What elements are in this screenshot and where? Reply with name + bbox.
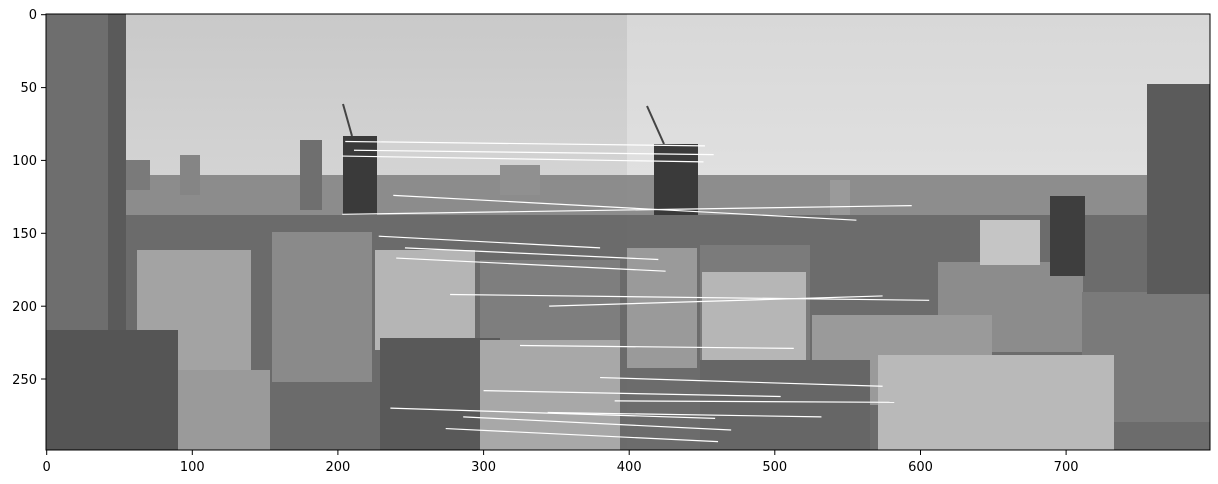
match-line bbox=[342, 155, 704, 163]
match-line bbox=[345, 140, 705, 147]
match-line bbox=[445, 427, 719, 443]
x-axis: 0 100 200 300 400 500 600 700 bbox=[43, 450, 1079, 475]
match-line bbox=[519, 344, 794, 349]
x-tick-500: 500 bbox=[762, 450, 787, 475]
x-tick-label: 100 bbox=[180, 460, 205, 475]
y-tick-label: 250 bbox=[12, 373, 37, 388]
match-line bbox=[396, 257, 666, 272]
y-tick-100: 100 bbox=[12, 154, 46, 169]
y-tick-200: 200 bbox=[12, 300, 46, 315]
y-tick-150: 150 bbox=[12, 227, 46, 242]
match-line bbox=[614, 400, 895, 403]
x-tick-300: 300 bbox=[471, 450, 496, 475]
match-line bbox=[404, 247, 659, 261]
y-tick-0: 0 bbox=[29, 8, 46, 23]
x-tick-label: 200 bbox=[325, 460, 350, 475]
match-line bbox=[463, 416, 732, 431]
x-tick-label: 300 bbox=[471, 460, 496, 475]
x-tick-700: 700 bbox=[1054, 450, 1079, 475]
x-tick-label: 400 bbox=[617, 460, 642, 475]
y-tick-250: 250 bbox=[12, 373, 46, 388]
match-line bbox=[353, 149, 714, 156]
match-line bbox=[600, 376, 883, 387]
y-tick-label: 100 bbox=[12, 154, 37, 169]
match-line bbox=[549, 295, 883, 307]
y-tick-label: 50 bbox=[20, 81, 37, 96]
y-tick-50: 50 bbox=[20, 81, 46, 96]
x-tick-600: 600 bbox=[908, 450, 933, 475]
photo-pair bbox=[46, 14, 1210, 450]
x-tick-200: 200 bbox=[325, 450, 350, 475]
x-tick-label: 500 bbox=[762, 460, 787, 475]
x-tick-100: 100 bbox=[180, 450, 205, 475]
match-line bbox=[483, 390, 781, 398]
match-line bbox=[342, 204, 912, 215]
x-tick-label: 700 bbox=[1054, 460, 1079, 475]
y-axis: 0 50 100 150 200 250 bbox=[12, 8, 46, 388]
y-tick-label: 200 bbox=[12, 300, 37, 315]
match-line bbox=[547, 411, 822, 418]
x-tick-400: 400 bbox=[617, 450, 642, 475]
match-line bbox=[390, 407, 716, 419]
axes-frame bbox=[45, 13, 1211, 451]
x-tick-0: 0 bbox=[43, 450, 51, 475]
y-tick-label: 150 bbox=[12, 227, 37, 242]
right-photo bbox=[627, 14, 1210, 450]
match-lines bbox=[342, 140, 930, 443]
x-tick-label: 0 bbox=[43, 460, 51, 475]
match-line bbox=[450, 293, 930, 301]
match-line bbox=[393, 194, 857, 221]
match-line bbox=[378, 235, 601, 249]
x-tick-label: 600 bbox=[908, 460, 933, 475]
left-photo bbox=[46, 14, 627, 450]
y-tick-label: 0 bbox=[29, 8, 37, 23]
